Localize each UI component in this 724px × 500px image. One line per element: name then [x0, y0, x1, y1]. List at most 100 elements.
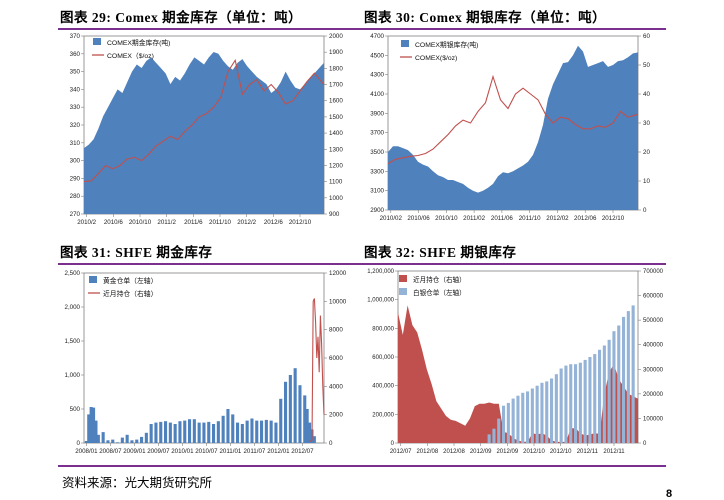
c4-bar	[526, 391, 530, 443]
figure-title-31: 图表 31: SHFE 期金库存	[60, 245, 213, 260]
c4-bar	[569, 364, 573, 443]
c4-ytick-left-label: 800,000	[372, 326, 394, 332]
c4-ytick-right-label: 100000	[643, 416, 664, 422]
c4-bar	[602, 345, 606, 443]
c1-ytick-right-label: 1700	[329, 82, 343, 89]
c2-legend-swatch	[401, 40, 409, 47]
c2-ytick-left-label: 3700	[370, 130, 384, 137]
c1-legend-label: COMEX期金库存(吨)	[107, 38, 170, 47]
c4-legend-swatch	[399, 288, 407, 295]
c2-legend-label: COMEX($/oz)	[415, 55, 457, 62]
c3-bar	[240, 424, 244, 443]
c3-ytick-left-label: 2,000	[65, 304, 81, 311]
c1-ytick-right-label: 1600	[329, 98, 343, 105]
c4-xtick-label: 2012/08	[416, 449, 438, 455]
c3-legend-swatch	[89, 276, 97, 283]
c3-ytick-right-label: 4000	[329, 383, 343, 390]
c3-ytick-left-label: 0	[77, 440, 81, 447]
c4-bar	[564, 365, 568, 443]
c1-ytick-left-label: 290	[70, 175, 81, 182]
c1-ytick-left-label: 300	[70, 158, 81, 165]
c3-bar	[305, 409, 309, 443]
c4-ytick-left-label: 1,200,000	[367, 269, 394, 275]
c1-xtick-label: 2012/10	[289, 219, 312, 226]
c1-ytick-right-label: 1500	[329, 114, 343, 121]
c3-ytick-left-label: 1,500	[65, 338, 81, 345]
c3-bar	[101, 432, 105, 443]
c3-ytick-left-label: 1,000	[65, 372, 81, 379]
c3-bar	[202, 422, 206, 443]
c2-ytick-left-label: 4300	[370, 72, 384, 79]
c4-xtick-label: 2012/11	[603, 449, 625, 455]
c3-bar	[178, 421, 182, 443]
c4-bar	[607, 339, 611, 443]
c3-xtick-label: 2009/07	[147, 448, 170, 455]
c4-bar	[631, 305, 635, 443]
c4-ytick-right-label: 300000	[643, 367, 664, 373]
c4-bar	[511, 398, 515, 443]
c1-ytick-right-label: 1300	[329, 146, 343, 153]
c3-bar	[144, 432, 148, 443]
c2-ytick-right-label: 0	[643, 207, 647, 214]
header-rule-middle	[58, 263, 666, 265]
footer-rule	[58, 465, 666, 467]
c4-ytick-right-label: 600000	[643, 294, 664, 300]
c3-plot-frame	[83, 272, 325, 444]
source-note: 资料来源：光大期货研究所	[62, 475, 213, 490]
c4-bar	[545, 381, 549, 443]
c2-series-line	[387, 74, 639, 165]
c4-ytick-left-label: 200,000	[372, 412, 394, 418]
c3-ytick-right-label: 8000	[329, 327, 343, 334]
c1-ytick-right-label: 900	[329, 211, 340, 218]
c1-ytick-right-label: 2000	[329, 33, 343, 40]
c4-xtick-label: 2012/07	[390, 449, 412, 455]
c3-bar	[164, 421, 168, 443]
chart-shfe-silver: 0 200,000 400,000 600,000 800,000 1,000,000 1,…	[362, 265, 666, 463]
c2-ytick-right-label: 60	[643, 33, 650, 40]
c2-ytick-left-label: 3100	[370, 188, 384, 195]
c3-bar	[212, 424, 216, 443]
c1-ytick-left-label: 370	[70, 33, 81, 40]
c1-ytick-right-label: 1800	[329, 65, 343, 72]
c1-xtick-label: 2011/10	[209, 219, 231, 226]
c4-xtick-label: 2012/10	[550, 449, 572, 455]
c4-bar	[593, 354, 597, 443]
c2-ytick-right-label: 40	[643, 91, 650, 98]
chart-comex-gold: 270 280 290 300 310 320 330 340 350 360 370 900 1000…	[58, 30, 358, 240]
c3-bar	[125, 434, 129, 443]
c3-xtick-label: 2009/01	[123, 448, 146, 455]
chart-comex-silver-svg: 2900 3100 3300 3500 3700 3900 4100 4300 4500 4700…	[370, 33, 650, 222]
c1-ytick-left-label: 360	[70, 51, 81, 58]
c3-legend-label: 近月持仓（右轴）	[103, 289, 157, 298]
c4-bar	[598, 349, 602, 443]
c3-xtick-label: 2012/07	[291, 448, 314, 455]
c3-bar	[135, 439, 139, 443]
c4-bar	[540, 382, 544, 443]
c4-bar	[487, 434, 491, 443]
c4-bar	[559, 368, 563, 443]
c3-bar	[293, 368, 297, 443]
c4-bar	[626, 311, 630, 443]
c1-ytick-left-label: 270	[70, 211, 81, 218]
c3-bar	[298, 385, 302, 443]
c4-ytick-left-label: 1,000,000	[367, 298, 394, 304]
c3-xtick-label: 2010/01	[171, 448, 194, 455]
figure-title-32: 图表 32: SHFE 期银库存	[364, 245, 517, 260]
c4-bar	[617, 325, 621, 443]
c3-bar	[255, 420, 259, 443]
c2-xtick-label: 2010/06	[407, 215, 430, 222]
c3-bar	[120, 437, 124, 443]
c4-bar	[535, 385, 539, 443]
c1-ytick-left-label: 330	[70, 104, 81, 111]
c3-ytick-right-label: 12000	[329, 270, 347, 277]
c2-ytick-left-label: 3500	[370, 149, 384, 156]
c4-xtick-label: 2012/09	[496, 449, 518, 455]
c4-ytick-left-label: 600,000	[372, 355, 394, 361]
c3-bar	[260, 420, 264, 443]
c4-bar	[497, 418, 501, 443]
c3-bar	[154, 422, 158, 443]
c3-bar	[192, 419, 196, 443]
c1-xtick-label: 2012/2	[237, 219, 256, 226]
c3-xtick-label: 2008/07	[99, 448, 122, 455]
c3-bar	[250, 418, 254, 443]
